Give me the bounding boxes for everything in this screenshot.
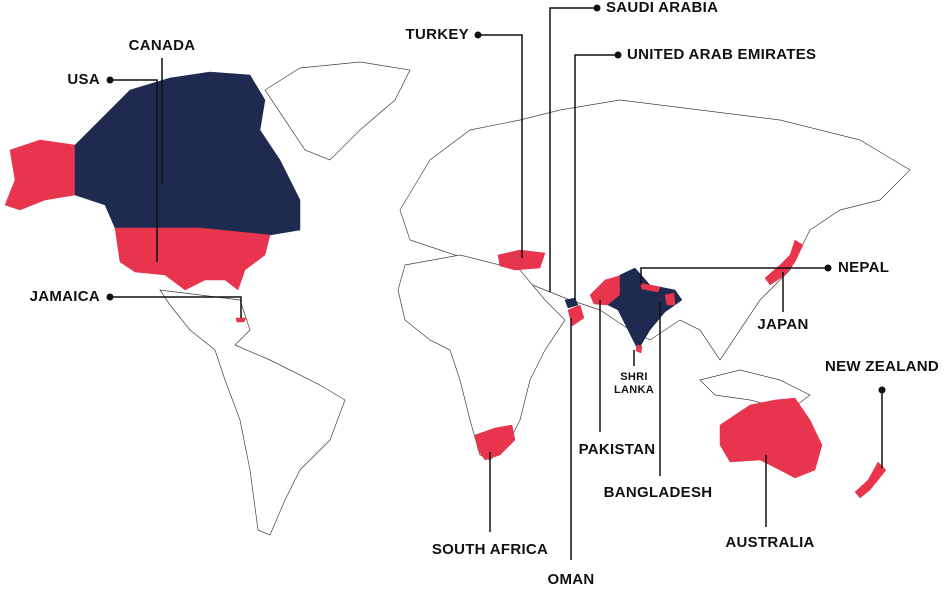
greenland (264, 61, 411, 161)
japan (764, 239, 804, 286)
label: JAPAN (757, 316, 808, 333)
leader-dot (593, 4, 601, 12)
highlighted-countries (4, 71, 887, 499)
label: NEPAL (838, 259, 889, 276)
label: PAKISTAN (579, 441, 656, 458)
bangladesh (664, 292, 676, 306)
label: AUSTRALIA (725, 534, 814, 551)
label: BANGLADESH (604, 484, 713, 501)
label: JAMAICA (30, 288, 100, 305)
leader-saudi-arabia (549, 7, 597, 292)
label: SHRI (620, 371, 647, 383)
leader-jamaica (110, 296, 242, 318)
leader-dot (106, 293, 114, 301)
leader-uae (574, 54, 618, 300)
turkey (497, 249, 546, 271)
leader-usa (110, 79, 158, 262)
label: LANKA (614, 384, 654, 396)
label: OMAN (547, 571, 594, 588)
label: CANADA (129, 37, 196, 54)
new-zealand (854, 461, 887, 499)
canada (74, 71, 301, 236)
continents (159, 61, 911, 536)
saudi-arabia-uae (564, 297, 579, 309)
usa (114, 227, 271, 291)
label: UNITED ARAB EMIRATES (627, 46, 816, 63)
label: NEW ZEALAND (825, 358, 939, 375)
country-labels: CANADA USA JAMAICA TURKEY SAUDI ARABIA U… (30, 0, 939, 588)
jamaica (235, 317, 247, 323)
south-africa (474, 424, 516, 461)
label: USA (67, 71, 100, 88)
leader-dot (474, 31, 482, 39)
leader-turkey (478, 34, 523, 258)
australia (719, 397, 823, 479)
leader-dot (878, 386, 886, 394)
leader-dot (106, 76, 114, 84)
leader-dot (824, 264, 832, 272)
leader-nepal (640, 267, 828, 285)
label: SAUDI ARABIA (606, 0, 718, 16)
latin-america (159, 289, 346, 536)
leader-dot (614, 51, 622, 59)
sri-lanka (635, 344, 643, 354)
label: TURKEY (406, 26, 469, 43)
leader-lines (106, 4, 886, 560)
alaska (4, 139, 76, 211)
nepal (639, 282, 661, 293)
label: SOUTH AFRICA (432, 541, 548, 558)
